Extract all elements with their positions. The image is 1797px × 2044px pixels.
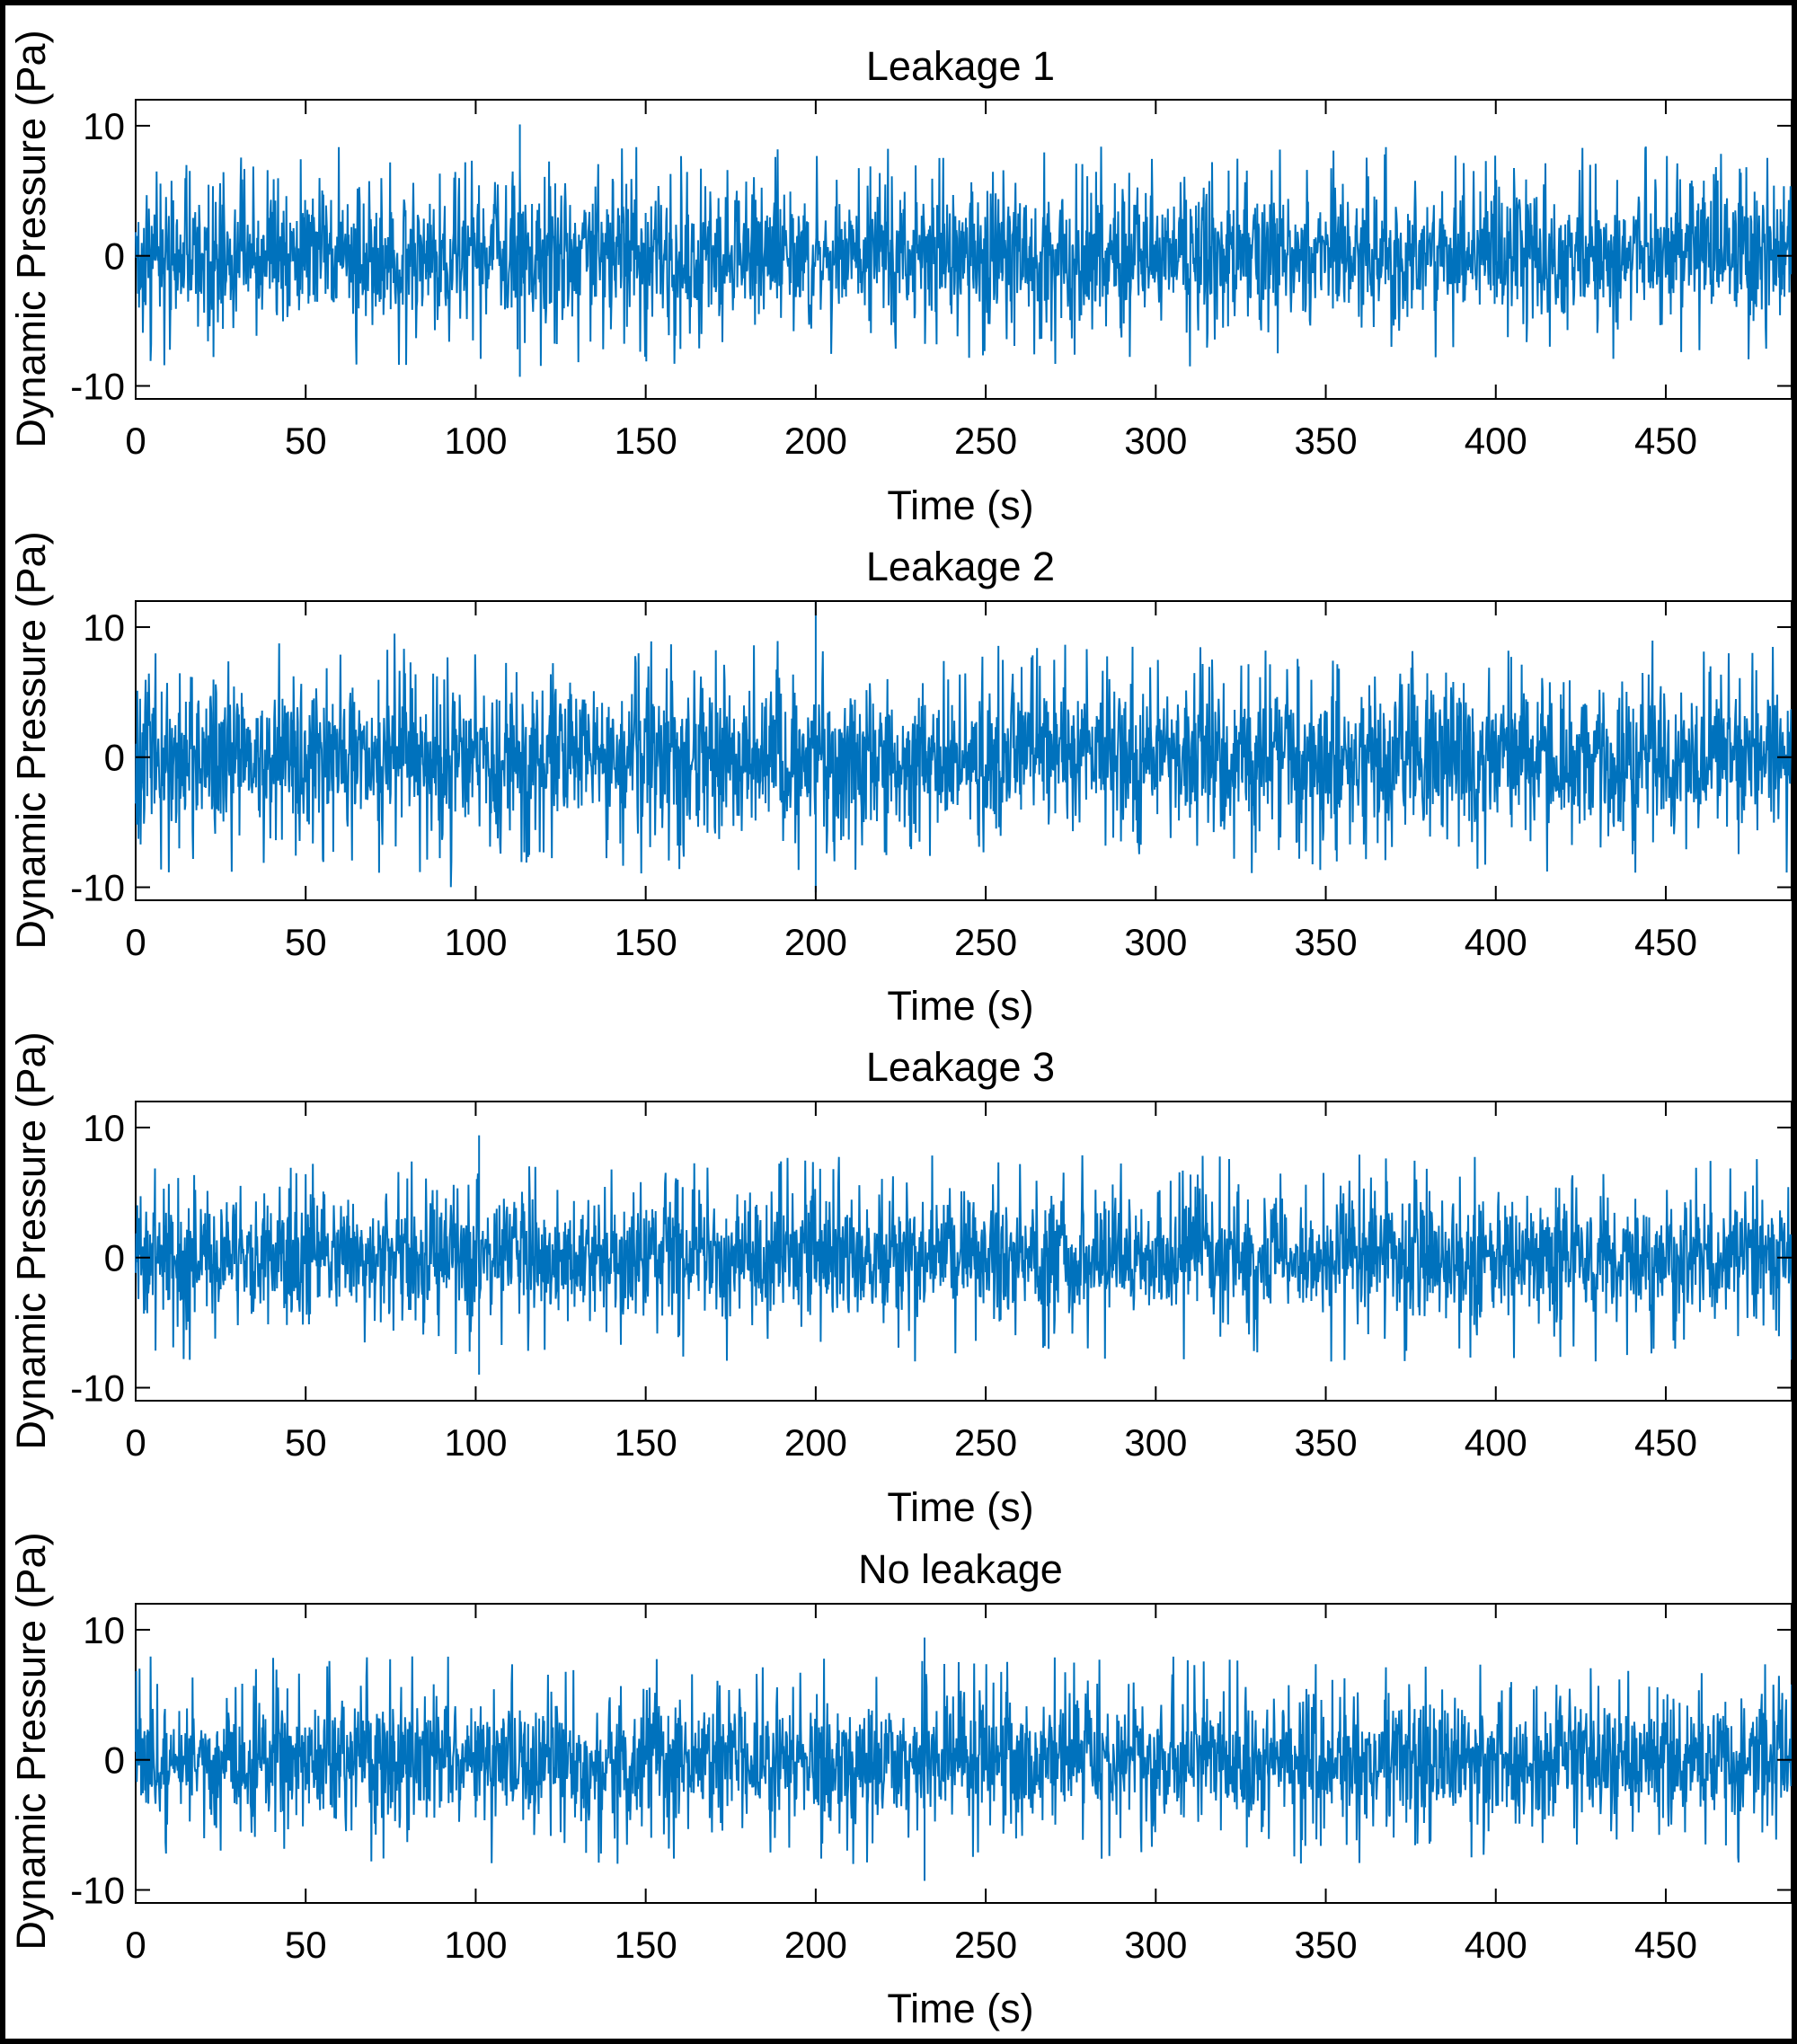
x-tick-label: 300 — [1124, 420, 1187, 462]
signal-trace — [135, 1637, 1793, 1881]
x-tick-label: 250 — [954, 1924, 1017, 1966]
x-tick-label: 200 — [784, 1421, 847, 1464]
y-tick-label: 10 — [83, 1609, 125, 1651]
x-tick-label: 400 — [1465, 921, 1527, 963]
y-tick-label: 10 — [83, 105, 125, 147]
x-tick-label: 0 — [125, 921, 146, 963]
y-tick-label: 0 — [104, 1739, 125, 1782]
x-tick-label: 400 — [1465, 420, 1527, 462]
x-axis-label: Time (s) — [887, 1986, 1033, 2031]
x-tick-label: 200 — [784, 420, 847, 462]
x-tick-label: 450 — [1634, 921, 1697, 963]
panel-title: Leakage 3 — [866, 1044, 1055, 1090]
x-tick-label: 50 — [285, 921, 327, 963]
panel-1: Leakage 1 Time (s) Dynamic Pressure (Pa)… — [8, 30, 1793, 528]
x-tick-label: 400 — [1465, 1421, 1527, 1464]
x-tick-label: 0 — [125, 420, 146, 462]
y-tick-label: 10 — [83, 606, 125, 649]
x-tick-label: 450 — [1634, 1924, 1697, 1966]
y-tick-label: 10 — [83, 1107, 125, 1149]
x-tick-label: 200 — [784, 1924, 847, 1966]
y-tick-label: -10 — [70, 867, 125, 909]
signal-trace — [135, 124, 1793, 377]
x-tick-label: 350 — [1294, 921, 1357, 963]
x-tick-label: 50 — [285, 1421, 327, 1464]
x-tick-label: 400 — [1465, 1924, 1527, 1966]
x-tick-label: 150 — [615, 1421, 677, 1464]
x-tick-label: 350 — [1294, 1924, 1357, 1966]
x-tick-label: 450 — [1634, 420, 1697, 462]
x-tick-label: 50 — [285, 420, 327, 462]
x-tick-label: 350 — [1294, 420, 1357, 462]
x-tick-label: 350 — [1294, 1421, 1357, 1464]
panel-title: Leakage 1 — [866, 43, 1055, 89]
x-tick-label: 100 — [444, 1924, 507, 1966]
y-tick-label: 0 — [104, 737, 125, 779]
x-tick-label: 250 — [954, 420, 1017, 462]
x-tick-label: 100 — [444, 921, 507, 963]
x-tick-label: 0 — [125, 1924, 146, 1966]
x-tick-label: 50 — [285, 1924, 327, 1966]
x-axis-label: Time (s) — [887, 1484, 1033, 1530]
x-tick-label: 150 — [615, 420, 677, 462]
panel-title: Leakage 2 — [866, 544, 1055, 589]
panel-4: No leakage Time (s) Dynamic Pressure (Pa… — [8, 1532, 1793, 2031]
x-tick-label: 150 — [615, 1924, 677, 1966]
panel-3: Leakage 3 Time (s) Dynamic Pressure (Pa)… — [8, 1031, 1793, 1530]
y-tick-label: 0 — [104, 1237, 125, 1279]
x-tick-label: 0 — [125, 1421, 146, 1464]
figure-canvas: Leakage 1 Time (s) Dynamic Pressure (Pa)… — [8, 30, 1793, 2031]
y-tick-label: -10 — [70, 1870, 125, 1912]
x-tick-label: 150 — [615, 921, 677, 963]
y-tick-label: 0 — [104, 235, 125, 278]
x-tick-label: 100 — [444, 420, 507, 462]
panel-2: Leakage 2 Time (s) Dynamic Pressure (Pa)… — [8, 531, 1793, 1029]
x-tick-label: 300 — [1124, 921, 1187, 963]
x-tick-label: 300 — [1124, 1421, 1187, 1464]
signal-trace — [135, 1135, 1793, 1375]
y-axis-label: Dynamic Pressure (Pa) — [8, 30, 54, 447]
x-tick-label: 250 — [954, 921, 1017, 963]
y-tick-label: -10 — [70, 366, 125, 408]
x-axis-label: Time (s) — [887, 482, 1033, 528]
y-axis-label: Dynamic Pressure (Pa) — [8, 1532, 54, 1950]
x-tick-label: 300 — [1124, 1924, 1187, 1966]
panel-title: No leakage — [858, 1546, 1063, 1592]
x-tick-label: 200 — [784, 921, 847, 963]
y-axis-label: Dynamic Pressure (Pa) — [8, 1031, 54, 1449]
y-tick-label: -10 — [70, 1367, 125, 1410]
x-axis-label: Time (s) — [887, 983, 1033, 1029]
signal-trace — [135, 601, 1793, 893]
x-tick-label: 250 — [954, 1421, 1017, 1464]
x-tick-label: 100 — [444, 1421, 507, 1464]
x-tick-label: 450 — [1634, 1421, 1697, 1464]
y-axis-label: Dynamic Pressure (Pa) — [8, 531, 54, 949]
